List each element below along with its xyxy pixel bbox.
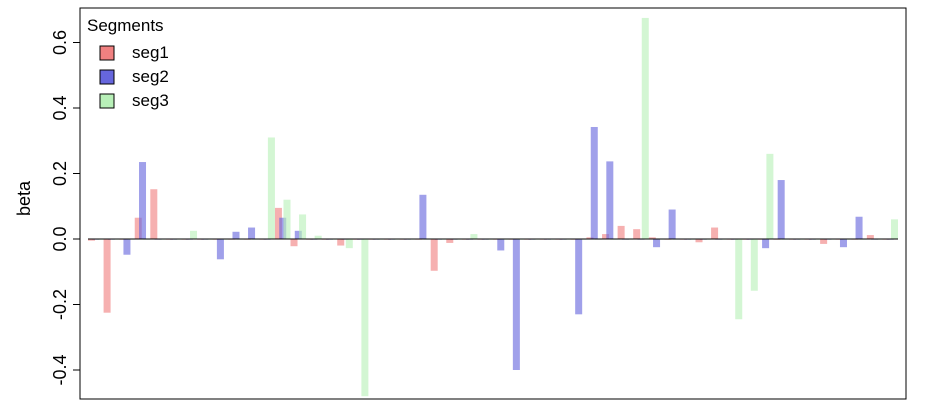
bar-seg3 bbox=[283, 199, 291, 239]
bar-seg2 bbox=[216, 239, 224, 260]
legend-label-seg2: seg2 bbox=[132, 67, 169, 86]
bar-seg1 bbox=[711, 227, 719, 239]
bar-seg2 bbox=[279, 217, 287, 239]
legend-label-seg3: seg3 bbox=[132, 91, 169, 110]
bar-seg2 bbox=[294, 230, 302, 239]
bar-seg2 bbox=[248, 227, 256, 239]
bar-seg1 bbox=[290, 239, 298, 247]
bar-seg2 bbox=[590, 126, 598, 239]
legend-swatch-seg1 bbox=[99, 45, 115, 61]
bar-seg3 bbox=[299, 214, 307, 239]
bar-seg2 bbox=[668, 209, 676, 239]
legend-title: Segments bbox=[87, 16, 164, 35]
bar-seg2 bbox=[139, 162, 147, 239]
bar-seg2 bbox=[606, 161, 614, 239]
bar-seg1 bbox=[150, 189, 158, 239]
y-tick-label: -0.2 bbox=[50, 289, 70, 320]
y-axis-label: beta bbox=[14, 180, 34, 216]
legend-items: seg1 seg2 seg3 bbox=[99, 43, 169, 110]
bar-seg3 bbox=[735, 239, 743, 320]
bar-seg2 bbox=[839, 239, 847, 248]
bar-seg3 bbox=[314, 235, 322, 239]
bar-seg1 bbox=[866, 235, 874, 239]
bar-seg1 bbox=[648, 237, 656, 239]
y-tick-label: 0.0 bbox=[50, 226, 70, 251]
bar-seg1 bbox=[134, 217, 142, 239]
bar-seg3 bbox=[641, 17, 649, 239]
bar-seg2 bbox=[575, 239, 583, 315]
bar-seg3 bbox=[470, 234, 478, 239]
y-tick-label: 0.2 bbox=[50, 161, 70, 186]
bar-seg1 bbox=[820, 239, 828, 244]
bar-seg3 bbox=[267, 137, 275, 239]
bar-seg1 bbox=[446, 239, 454, 243]
y-tick-label: -0.4 bbox=[50, 354, 70, 385]
plot-frame bbox=[79, 7, 907, 400]
bar-seg1 bbox=[586, 237, 594, 239]
y-tick-label: 0.4 bbox=[50, 95, 70, 120]
y-axis: -0.4 -0.2 0.0 0.2 0.4 0.6 bbox=[50, 30, 80, 386]
bar-seg1 bbox=[633, 229, 641, 239]
bar-seg3 bbox=[890, 219, 898, 239]
bar-seg2 bbox=[497, 239, 505, 251]
bar-seg1 bbox=[617, 225, 625, 239]
bar-seg2 bbox=[762, 239, 770, 249]
bar-seg1 bbox=[103, 239, 111, 313]
y-tick-label: 0.6 bbox=[50, 30, 70, 55]
bars-layer bbox=[88, 17, 898, 397]
bar-seg1 bbox=[695, 239, 703, 243]
bar-seg1 bbox=[337, 239, 345, 246]
bar-seg2 bbox=[855, 216, 863, 239]
bar-seg1 bbox=[602, 234, 610, 239]
bar-seg2 bbox=[777, 180, 785, 239]
bar-seg3 bbox=[361, 239, 369, 397]
bar-seg3 bbox=[766, 153, 774, 239]
bar-seg1 bbox=[430, 239, 438, 271]
bar-seg2 bbox=[419, 194, 427, 239]
bar-seg2 bbox=[512, 239, 520, 370]
bar-seg3 bbox=[750, 239, 758, 291]
bar-seg2 bbox=[232, 231, 240, 239]
legend-label-seg1: seg1 bbox=[132, 43, 169, 62]
bar-seg1 bbox=[274, 207, 282, 239]
legend-swatch-seg3 bbox=[99, 93, 115, 109]
legend: Segments seg1 seg2 seg3 bbox=[87, 16, 169, 110]
bar-seg2 bbox=[653, 239, 661, 248]
bar-seg1 bbox=[88, 239, 96, 241]
legend-swatch-seg2 bbox=[99, 69, 115, 85]
bar-seg3 bbox=[345, 239, 353, 249]
bar-seg2 bbox=[123, 239, 131, 255]
bar-seg3 bbox=[190, 230, 198, 239]
